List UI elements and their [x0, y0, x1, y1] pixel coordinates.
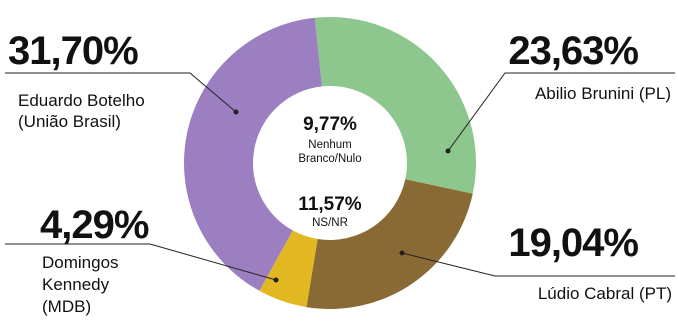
- leader-line-ludio: [401, 252, 675, 277]
- name-label-eduardo-2: (União Brasil): [18, 112, 121, 131]
- center-label-blank: 9,77% Nenhum Branco/Nulo: [298, 114, 361, 165]
- leader-line-abilio: [447, 72, 675, 152]
- donut-slice-ludio: [306, 179, 473, 309]
- value-label-ludio: 19,04%: [508, 221, 638, 265]
- leader-dot-abilio: [445, 148, 451, 154]
- center-value-blank: 9,77%: [303, 114, 357, 135]
- value-label-domingos: 4,29%: [40, 203, 149, 247]
- center-label-nsnr: 11,57% NS/NR: [298, 194, 361, 229]
- name-label-domingos-2: Kennedy: [42, 275, 110, 294]
- donut-slice-domingos: [259, 230, 318, 308]
- center-text-nsnr: NS/NR: [312, 217, 348, 229]
- slice-label-ludio: 19,04% Lúdio Cabral (PT): [508, 221, 672, 303]
- center-text-blank-2: Branco/Nulo: [298, 153, 361, 165]
- leader-dot-domingos: [273, 277, 279, 283]
- center-text-blank-1: Nenhum: [308, 139, 351, 151]
- name-label-domingos-3: (MDB): [42, 297, 91, 316]
- leader-dot-eduardo: [233, 109, 239, 115]
- donut-slice-eduardo: [183, 17, 322, 291]
- value-label-eduardo: 31,70%: [8, 29, 138, 73]
- name-label-domingos-1: Domingos: [42, 253, 119, 272]
- name-label-abilio: Abilio Brunini (PL): [535, 84, 671, 103]
- center-value-nsnr: 11,57%: [298, 194, 361, 215]
- slice-label-domingos: 4,29% Domingos Kennedy (MDB): [40, 203, 150, 316]
- name-label-eduardo-1: Eduardo Botelho: [18, 91, 145, 110]
- leader-dot-ludio: [399, 250, 405, 256]
- value-label-abilio: 23,63%: [508, 29, 638, 73]
- leader-line-eduardo: [5, 72, 237, 113]
- donut-slices: [183, 17, 476, 309]
- leader-line-domingos: [5, 243, 277, 281]
- slice-label-abilio: 23,63% Abilio Brunini (PL): [508, 29, 671, 103]
- leader-lines: [5, 72, 675, 283]
- slice-label-eduardo: 31,70% Eduardo Botelho (União Brasil): [8, 29, 145, 131]
- donut-slice-abilio: [314, 17, 476, 194]
- name-label-ludio: Lúdio Cabral (PT): [538, 284, 672, 303]
